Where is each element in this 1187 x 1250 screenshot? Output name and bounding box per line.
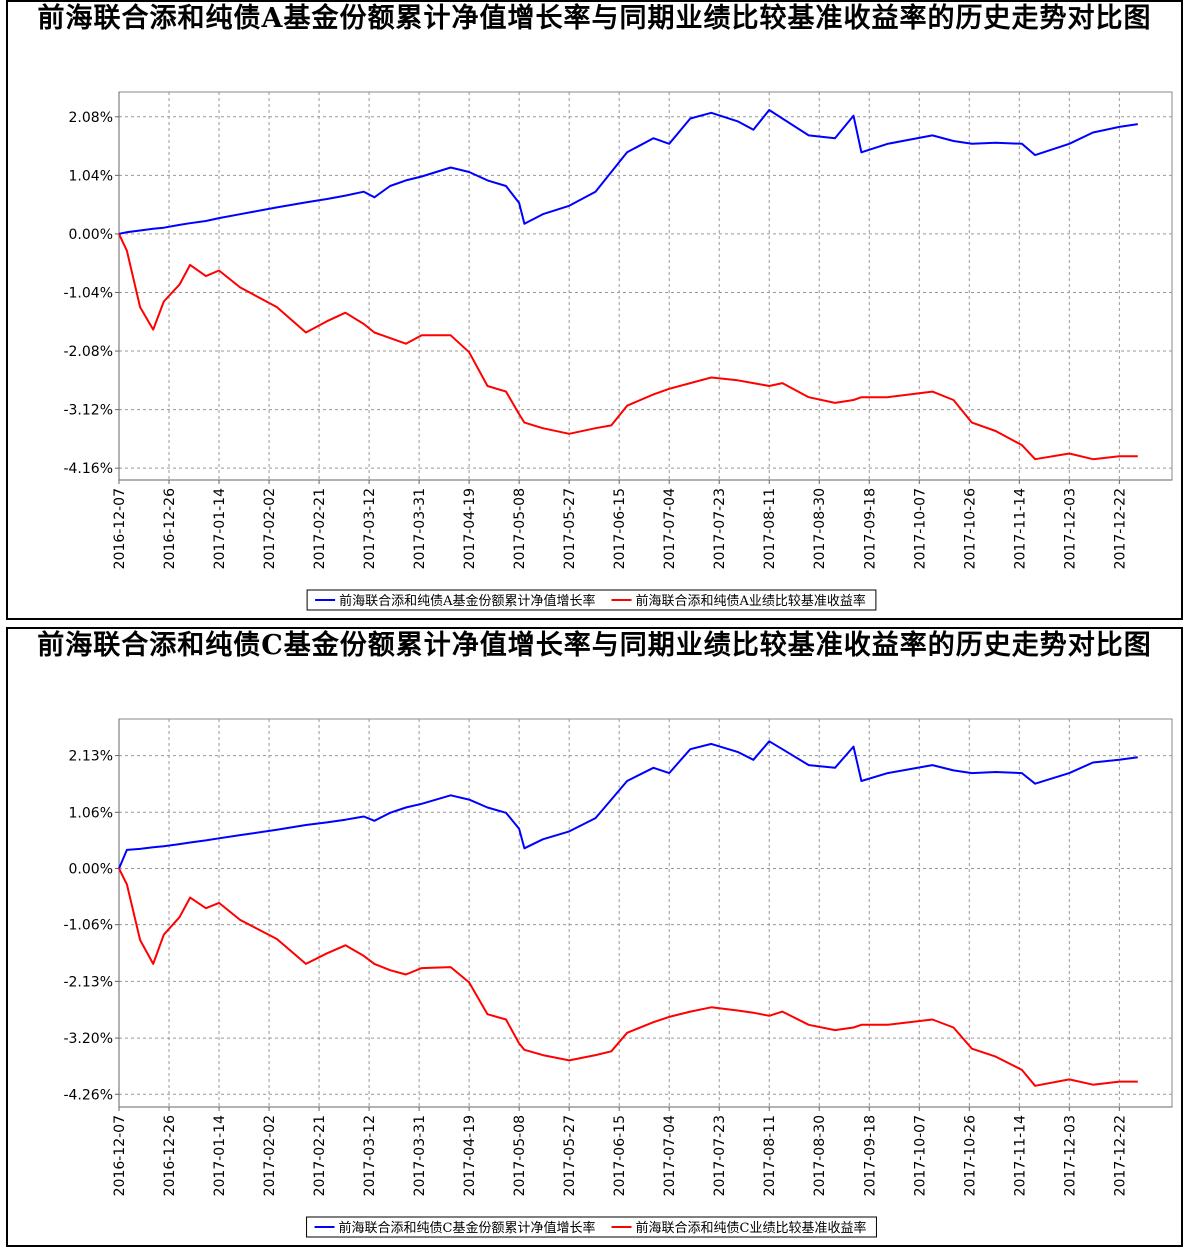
- x-tick-label: 2017-01-14: [212, 1115, 228, 1196]
- y-tick-label: -2.13%: [63, 974, 113, 990]
- plot-area: [118, 91, 1173, 481]
- x-tick-label: 2017-06-15: [612, 1115, 628, 1196]
- x-tick-label: 2017-12-22: [1112, 488, 1128, 569]
- legend-box: [306, 589, 877, 611]
- y-tick-label: 2.08%: [69, 110, 113, 126]
- x-tick-label: 2017-12-22: [1112, 1115, 1128, 1196]
- x-tick-label: 2017-04-19: [462, 488, 478, 569]
- x-tick-label: 2017-06-15: [612, 488, 628, 569]
- y-tick-label: -3.20%: [63, 1031, 113, 1047]
- y-tick-label: -4.26%: [63, 1087, 113, 1103]
- series-line: [118, 740, 1138, 869]
- x-tick-label: 2017-09-18: [862, 488, 878, 569]
- legend: 前海联合添和纯债A基金份额累计净值增长率 前海联合添和纯债A业绩比较基准收益率: [306, 589, 877, 611]
- x-tick-label: 2017-04-19: [462, 1115, 478, 1196]
- x-tick-label: 2017-08-30: [812, 1115, 828, 1196]
- x-tick-label: 2016-12-07: [112, 1115, 128, 1196]
- legend: 前海联合添和纯债C基金份额累计净值增长率 前海联合添和纯债C业绩比较基准收益率: [306, 1216, 877, 1238]
- legend-label: 前海联合添和纯债A基金份额累计净值增长率: [339, 593, 595, 609]
- x-tick-label: 2017-02-02: [262, 488, 278, 569]
- x-tick-label: 2017-03-31: [412, 488, 428, 569]
- series-line: [118, 868, 1138, 1087]
- y-tick-label: 1.04%: [69, 168, 113, 184]
- x-tick-label: 2017-10-26: [962, 1115, 978, 1196]
- y-tick-label: 1.06%: [69, 805, 113, 821]
- x-tick-label: 2016-12-07: [112, 488, 128, 569]
- x-tick-label: 2017-05-27: [562, 1115, 578, 1196]
- x-tick-label: 2017-08-11: [762, 1115, 778, 1196]
- y-tick-label: 2.13%: [69, 749, 113, 765]
- y-tick-label: -3.12%: [63, 403, 113, 419]
- chart-title: 前海联合添和纯债A基金份额累计净值增长率与同期业绩比较基准收益率的历史走势对比图: [37, 3, 1152, 34]
- y-tick-label: -1.06%: [63, 918, 113, 934]
- series-line: [118, 109, 1138, 235]
- legend-label: 前海联合添和纯债C业绩比较基准收益率: [636, 1220, 867, 1236]
- x-tick-label: 2017-11-14: [1012, 1115, 1028, 1196]
- chart: 2.13% 1.06% 0.00% -1.06% -2.13% -3.20% -4.26% 2…: [63, 718, 1173, 1238]
- x-tick-label: 2017-05-08: [512, 1115, 528, 1196]
- x-tick-label: 2017-11-14: [1012, 488, 1028, 569]
- x-tick-label: 2017-03-31: [412, 1115, 428, 1196]
- x-tick-label: 2017-08-30: [812, 488, 828, 569]
- y-tick-label: 0.00%: [69, 861, 113, 877]
- x-tick-label: 2017-10-26: [962, 488, 978, 569]
- legend-label: 前海联合添和纯债C基金份额累计净值增长率: [339, 1220, 596, 1236]
- x-tick-label: 2017-08-11: [762, 488, 778, 569]
- x-tick-label: 2017-10-07: [912, 1115, 928, 1196]
- x-tick-label: 2017-05-08: [512, 488, 528, 569]
- chart-title: 前海联合添和纯债C基金份额累计净值增长率与同期业绩比较基准收益率的历史走势对比图: [37, 630, 1152, 661]
- x-tick-label: 2017-02-21: [312, 1115, 328, 1196]
- x-tick-label: 2017-03-12: [362, 488, 378, 569]
- chart-panel: 前海联合添和纯债A基金份额累计净值增长率与同期业绩比较基准收益率的历史走势对比图…: [6, 0, 1183, 620]
- y-tick-label: 0.00%: [69, 227, 113, 243]
- y-tick-label: -1.04%: [63, 285, 113, 301]
- plot-area: [118, 718, 1173, 1108]
- legend-label: 前海联合添和纯债A业绩比较基准收益率: [636, 593, 866, 609]
- x-tick-label: 2017-02-21: [312, 488, 328, 569]
- x-tick-label: 2017-07-23: [712, 488, 728, 569]
- x-tick-label: 2016-12-26: [162, 488, 178, 569]
- x-tick-label: 2017-01-14: [212, 488, 228, 569]
- x-tick-label: 2017-12-03: [1062, 1115, 1078, 1196]
- series-line: [118, 233, 1138, 461]
- x-tick-label: 2017-02-02: [262, 1115, 278, 1196]
- chart-panel: 前海联合添和纯债C基金份额累计净值增长率与同期业绩比较基准收益率的历史走势对比图…: [6, 627, 1183, 1247]
- x-tick-label: 2017-05-27: [562, 488, 578, 569]
- y-tick-label: -4.16%: [63, 461, 113, 477]
- y-tick-label: -2.08%: [63, 344, 113, 360]
- x-tick-label: 2017-12-03: [1062, 488, 1078, 569]
- x-tick-label: 2016-12-26: [162, 1115, 178, 1196]
- x-tick-label: 2017-07-04: [662, 1115, 678, 1196]
- x-tick-label: 2017-09-18: [862, 1115, 878, 1196]
- x-tick-label: 2017-07-04: [662, 488, 678, 569]
- x-tick-label: 2017-10-07: [912, 488, 928, 569]
- x-tick-label: 2017-03-12: [362, 1115, 378, 1196]
- chart: 2.08% 1.04% 0.00% -1.04% -2.08% -3.12% -4.16% 2…: [63, 91, 1173, 611]
- legend-box: [306, 1216, 877, 1238]
- x-tick-label: 2017-07-23: [712, 1115, 728, 1196]
